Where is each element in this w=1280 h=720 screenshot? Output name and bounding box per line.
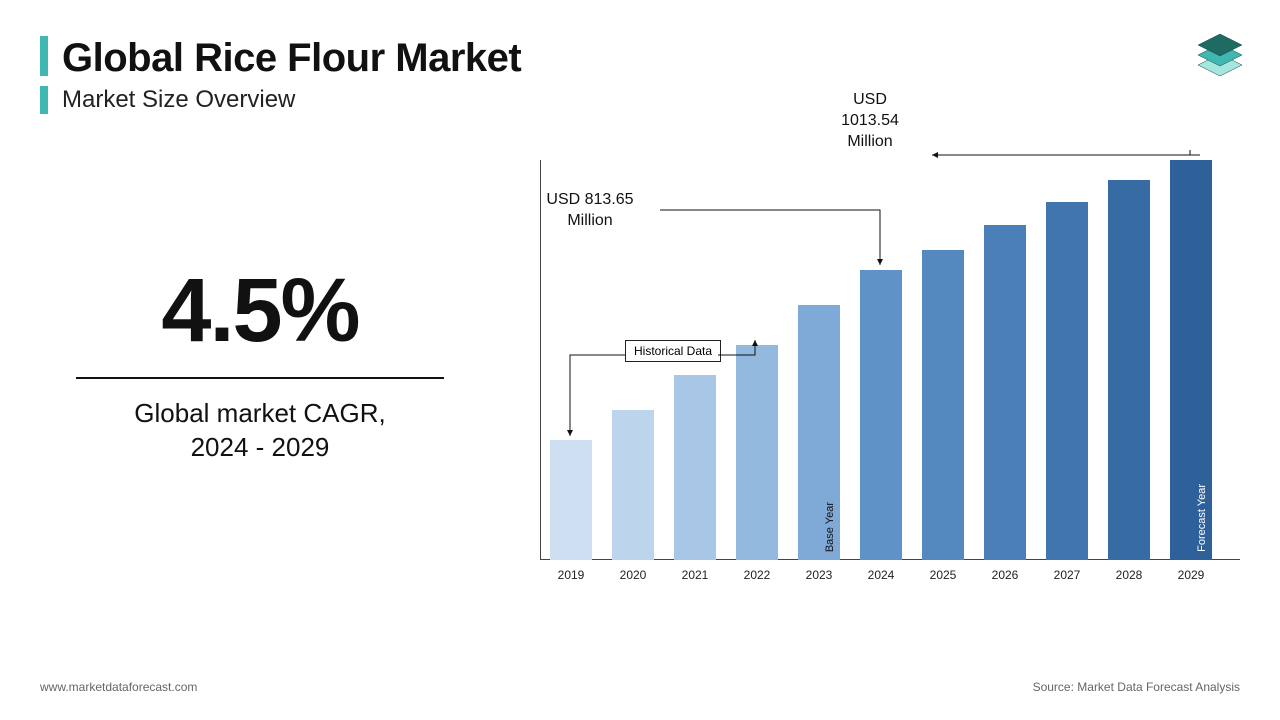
subtitle-accent [40,86,48,114]
bar-2019: 2019 [550,440,592,560]
callout-2024: USD 813.65 Million [520,190,660,232]
page-title: Global Rice Flour Market [62,36,521,81]
footer-source: Source: Market Data Forecast Analysis [1033,680,1240,694]
bar-2020: 2020 [612,410,654,560]
callout-2029-line1: USD [853,91,887,108]
cagr-block: 4.5% Global market CAGR, 2024 - 2029 [60,260,460,465]
callout-2024-line1: USD 813.65 [546,191,633,208]
bar-year-label: 2022 [736,568,778,582]
callout-2029-line3: Million [847,133,892,150]
bar-2022: 2022 [736,345,778,560]
page-subtitle: Market Size Overview [62,86,295,114]
market-size-chart: 20192020202120222023Base Year20242025202… [530,150,1250,590]
cagr-label-line1: Global market CAGR, [134,398,385,428]
callout-2029: USD 1013.54 Million [810,90,930,152]
subtitle-block: Market Size Overview [40,86,295,114]
bar-year-label: 2020 [612,568,654,582]
bar-2024: 2024 [860,270,902,560]
bar-year-label: 2028 [1108,568,1150,582]
bar-2026: 2026 [984,225,1026,560]
brand-logo [1192,24,1248,80]
bar-year-label: 2025 [922,568,964,582]
bar-2028: 2028 [1108,180,1150,560]
bar-year-label: 2019 [550,568,592,582]
callout-2024-line2: Million [567,212,612,229]
bar-year-label: 2029 [1170,568,1212,582]
cagr-label: Global market CAGR, 2024 - 2029 [60,397,460,465]
page: Global Rice Flour Market Market Size Ove… [0,0,1280,720]
footer-url: www.marketdataforecast.com [40,680,197,694]
bar-year-label: 2021 [674,568,716,582]
historical-data-label: Historical Data [625,340,721,362]
bar-2025: 2025 [922,250,964,560]
bar-2027: 2027 [1046,202,1088,560]
bar-year-label: 2023 [798,568,840,582]
base-year-tag: Base Year [824,502,836,552]
layers-icon [1192,24,1248,80]
bar-year-label: 2027 [1046,568,1088,582]
bar-2023: 2023Base Year [798,305,840,560]
title-block: Global Rice Flour Market [40,36,521,81]
callout-2029-line2: 1013.54 [841,112,899,129]
cagr-divider [76,377,444,379]
bar-2021: 2021 [674,375,716,560]
title-accent [40,36,48,76]
cagr-value: 4.5% [60,260,460,363]
bar-year-label: 2024 [860,568,902,582]
bar-year-label: 2026 [984,568,1026,582]
bar-2029: 2029Forecast Year [1170,160,1212,560]
forecast-year-tag: Forecast Year [1196,484,1208,552]
cagr-label-line2: 2024 - 2029 [191,432,330,462]
